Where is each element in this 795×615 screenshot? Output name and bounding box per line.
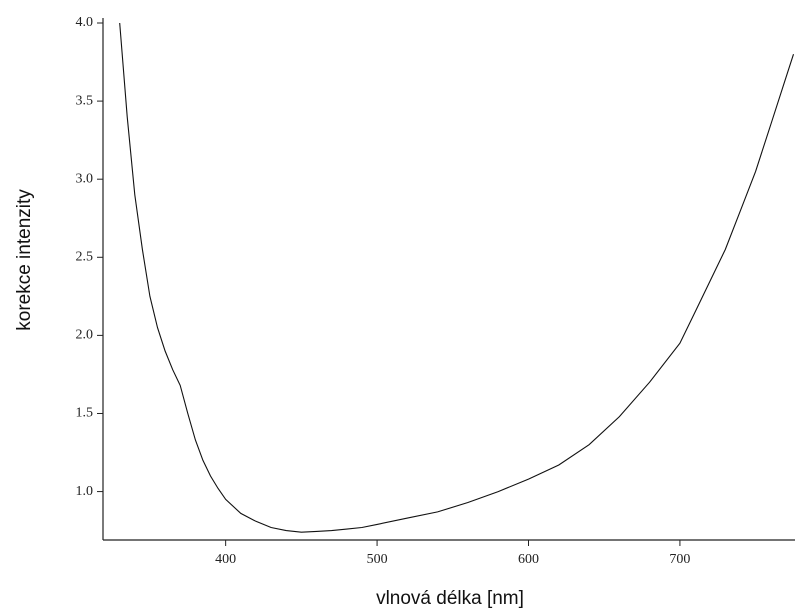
y-tick-label: 3.0 — [76, 171, 94, 186]
y-tick-label: 4.0 — [76, 15, 94, 30]
x-tick-label: 600 — [518, 552, 539, 567]
y-tick-label: 2.5 — [76, 250, 94, 265]
y-axis-label: korekce intenzity — [14, 189, 35, 331]
y-tick-label: 3.5 — [76, 93, 94, 108]
y-tick-label: 2.0 — [76, 328, 94, 343]
x-tick-label: 400 — [215, 552, 236, 567]
y-tick-label: 1.0 — [76, 484, 94, 499]
line-series — [119, 22, 795, 533]
x-axis-label: vlnová délka [nm] — [376, 588, 524, 609]
y-tick-label: 1.5 — [76, 406, 94, 421]
x-tick-label: 700 — [669, 552, 690, 567]
x-tick-label: 500 — [367, 552, 388, 567]
